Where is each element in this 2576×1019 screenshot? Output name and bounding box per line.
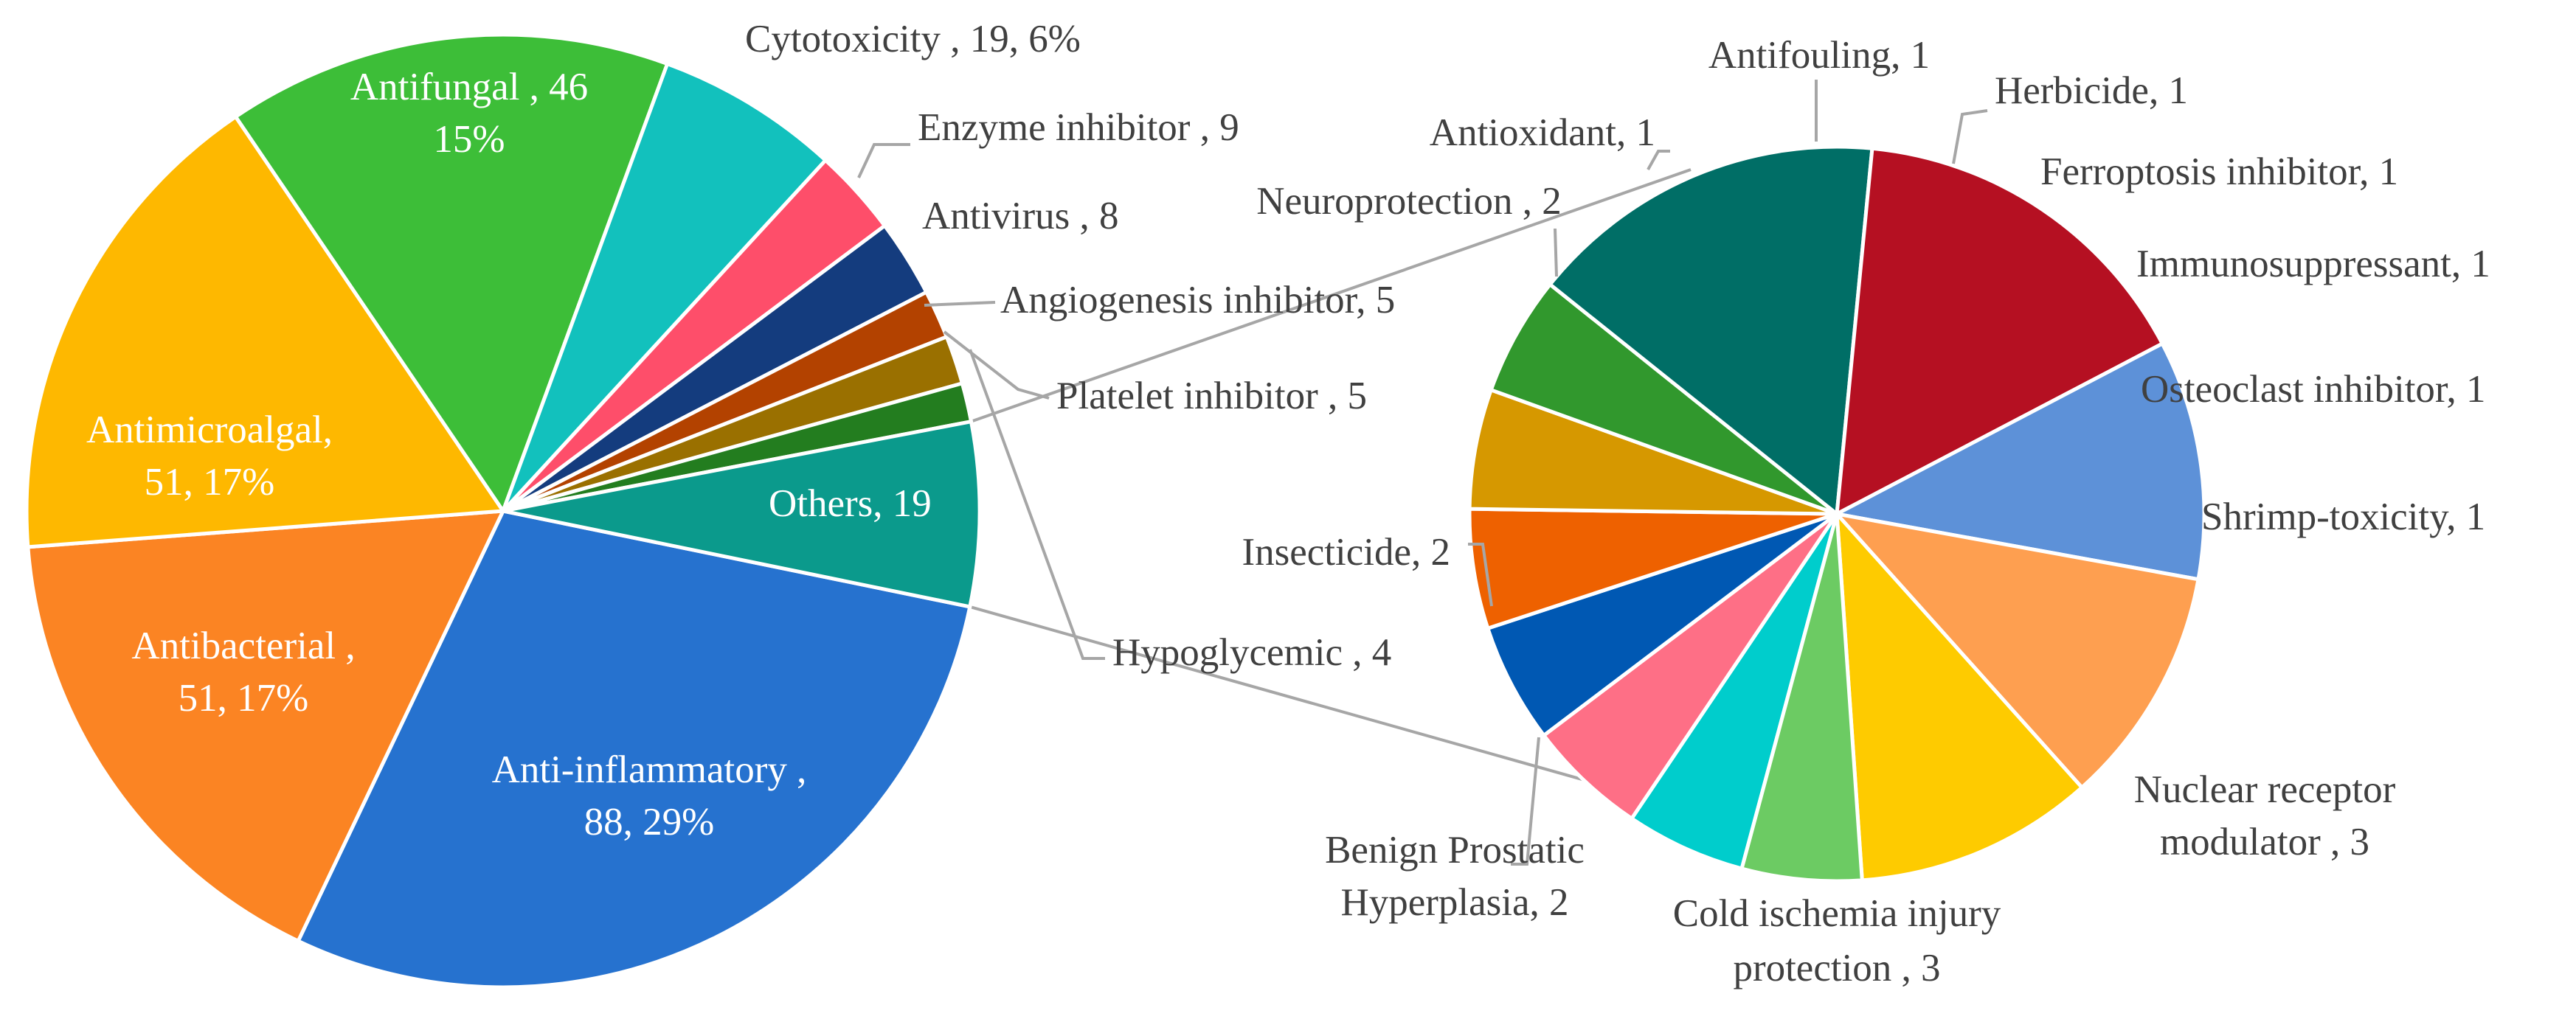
others-leader-benign-prostatic-hyperplasia (1511, 737, 1540, 866)
main-label-enzyme-inhibitor: Enzyme inhibitor , 9 (918, 106, 1239, 149)
main-label-angiogenesis-inhibitor: Angiogenesis inhibitor, 5 (1000, 279, 1395, 321)
main-label-antibacterial-line-2: 51, 17% (179, 677, 309, 720)
others-label-antifouling: Antifouling, 1 (1708, 34, 1930, 77)
others-label-benign-prostatic-hyperplasia-line-2: Hyperplasia, 2 (1340, 881, 1568, 924)
others-label-cold-ischemia-injury-protection-line-1: Cold ischemia injury (1673, 892, 2001, 935)
others-slice-ferroptosis-inhibitor (1486, 512, 1839, 737)
others-slice-benign-prostatic-hyperplasia (1835, 341, 2206, 582)
main-label-others: Others, 19 (769, 482, 932, 525)
main-label-platelet-inhibitor: Platelet inhibitor , 5 (1056, 375, 1367, 417)
others-leader-antioxidant (1647, 150, 1670, 170)
others-label-antioxidant: Antioxidant, 1 (1430, 111, 1655, 154)
main-label-cytotoxicity: Cytotoxicity , 19, 6% (745, 18, 1081, 60)
main-slice-antibacterial (26, 509, 505, 943)
main-slice-anti-inflammatory (296, 509, 972, 990)
others-label-osteoclast-inhibitor: Osteoclast inhibitor, 1 (2141, 368, 2485, 411)
main-leader-platelet-inhibitor (943, 330, 1050, 400)
main-label-antibacterial-line-1: Antibacterial , (131, 625, 355, 667)
leader-lines (857, 80, 1988, 866)
others-leader-herbicide (1952, 109, 1988, 164)
others-slice-antioxidant (1739, 512, 1864, 883)
connector-lines (969, 168, 1700, 814)
others-label-cold-ischemia-injury-protection-line-2: protection , 3 (1733, 947, 1940, 990)
others-slice-shrimp-toxicity (1489, 282, 1839, 516)
others-slice-immunosuppressant (1467, 507, 1839, 630)
main-label-antifungal-line-1: Antifungal , 46 (350, 66, 588, 108)
others-label-insecticide: Insecticide, 2 (1242, 531, 1450, 574)
main-pie (24, 32, 982, 990)
others-slice-herbicide (1542, 512, 1839, 821)
main-slice-antimicroalgal (24, 114, 505, 549)
main-slice-cytotoxicity (501, 62, 828, 513)
others-label-shrimp-toxicity: Shrimp-toxicity, 1 (2201, 495, 2485, 538)
others-slice-nuclear-receptor-modulator (1548, 145, 1874, 516)
others-label-nuclear-receptor-modulator-line-2: modulator , 3 (2160, 821, 2369, 863)
data-labels: Anti-inflammatory , 88, 29% Antibacterial … (86, 18, 2490, 990)
main-label-hypoglycemic: Hypoglycemic , 4 (1112, 631, 1391, 674)
others-label-neuroprotection: Neuroprotection , 2 (1256, 180, 1562, 223)
others-leader-insecticide (1468, 543, 1493, 607)
others-label-nuclear-receptor-modulator-line-1: Nuclear receptor (2134, 768, 2396, 811)
others-label-benign-prostatic-hyperplasia-line-1: Benign Prostatic (1325, 829, 1585, 872)
main-label-antivirus: Antivirus , 8 (922, 195, 1118, 237)
main-leader-angiogenesis-inhibitor (924, 301, 996, 307)
main-label-anti-inflammatory-line-1: Anti-inflammatory , (492, 748, 807, 791)
connector-line-top (970, 168, 1692, 423)
others-label-herbicide: Herbicide, 1 (1995, 69, 2188, 112)
others-slice-antifouling (1630, 512, 1839, 871)
main-label-antimicroalgal-line-2: 51, 17% (145, 461, 275, 504)
main-label-antimicroalgal-line-1: Antimicroalgal, (86, 408, 333, 451)
others-slice-insecticide (1835, 512, 2201, 790)
main-slice-antifungal (233, 32, 670, 513)
main-leader-hypoglycemic (969, 349, 1105, 660)
connector-line-bottom (969, 605, 1700, 814)
others-slice-cold-ischemia-injury-protection (1835, 146, 2164, 516)
others-slice-neuroprotection (1835, 512, 2084, 883)
others-label-immunosuppressant: Immunosuppressant, 1 (2136, 243, 2490, 285)
others-breakdown-pie (1467, 145, 2206, 883)
others-leader-neuroprotection (1554, 228, 1558, 277)
others-label-ferroptosis-inhibitor: Ferroptosis inhibitor, 1 (2040, 150, 2398, 193)
main-label-antifungal-line-2: 15% (433, 118, 505, 161)
main-leader-enzyme-inhibitor (857, 143, 910, 178)
main-slice-others (501, 420, 982, 609)
main-label-anti-inflammatory-line-2: 88, 29% (584, 801, 715, 844)
